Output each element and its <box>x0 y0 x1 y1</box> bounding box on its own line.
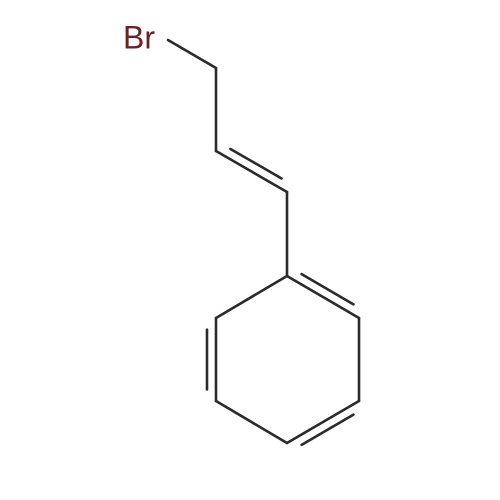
bond-line <box>287 401 359 443</box>
molecule-diagram: Br <box>0 0 500 500</box>
bond-line <box>287 276 359 318</box>
bond-line <box>216 151 287 192</box>
bond-layer <box>168 40 359 445</box>
bond-line <box>216 276 287 318</box>
bond-line <box>216 401 287 443</box>
label-layer: Br <box>123 19 155 55</box>
atom-label-br: Br <box>123 19 155 55</box>
bond-line <box>168 40 216 68</box>
